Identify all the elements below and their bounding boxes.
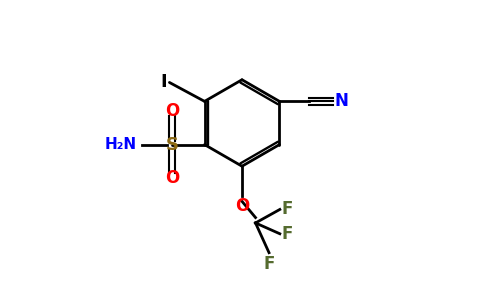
Text: O: O [165, 169, 179, 188]
Text: S: S [166, 136, 179, 154]
Text: O: O [165, 102, 179, 120]
Text: F: F [263, 255, 275, 273]
Text: F: F [281, 225, 292, 243]
Text: F: F [281, 200, 292, 218]
Text: H₂N: H₂N [105, 137, 137, 152]
Text: N: N [335, 92, 348, 110]
Text: O: O [235, 197, 249, 215]
Text: I: I [160, 74, 166, 92]
